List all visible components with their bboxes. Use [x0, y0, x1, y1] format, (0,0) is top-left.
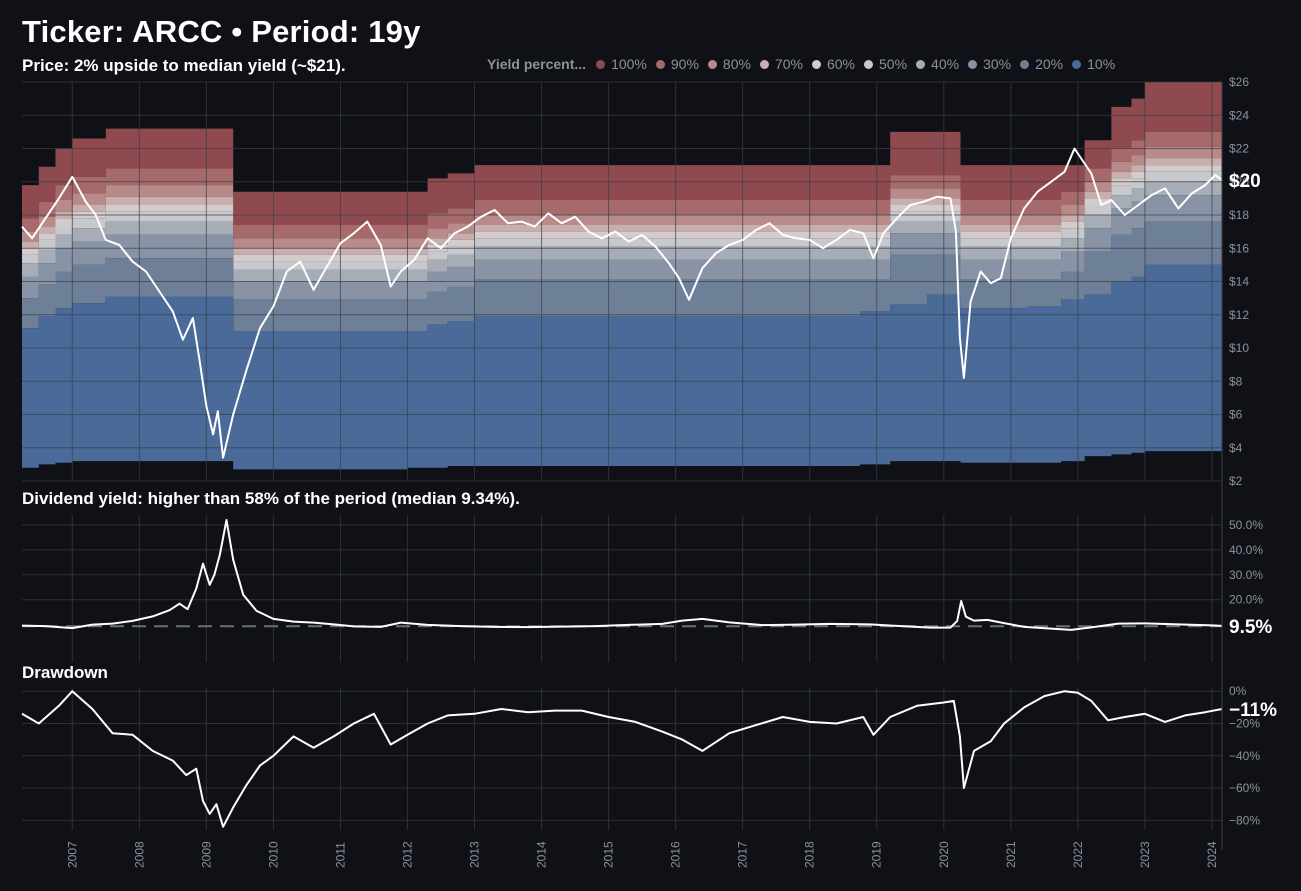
price-last-label: $20 [1229, 171, 1261, 192]
price-ytick-label: $8 [1229, 374, 1243, 388]
legend-item-90pct: 90% [655, 56, 699, 72]
legend-item-20pct: 20% [1020, 56, 1063, 72]
legend-label: 100% [611, 56, 647, 72]
legend-dot-icon [864, 59, 874, 69]
price-ytick-label: $20 [1229, 175, 1249, 189]
price-ytick-label: $14 [1229, 275, 1249, 289]
legend-item-70pct: 70% [759, 56, 803, 72]
legend-item-80pct: 80% [707, 56, 751, 72]
price-ytick-label: $22 [1229, 142, 1249, 156]
legend-label: 20% [1035, 56, 1064, 72]
price-ytick-label: $12 [1229, 308, 1249, 322]
x-tick-label-2024: 2024 [1205, 841, 1219, 868]
x-tick-label-2015: 2015 [602, 841, 616, 868]
yield-ytick-label: 50.0% [1229, 518, 1263, 532]
legend: Yield percent... 100% 90% 80% 70% 60% 50% 40% 3… [487, 54, 1227, 74]
legend-label: 80% [722, 56, 751, 72]
price-ytick-label: $26 [1229, 75, 1249, 89]
x-tick-label-2008: 2008 [132, 841, 146, 868]
x-tick-label-2019: 2019 [870, 841, 884, 868]
yield-ytick-label: 20.0% [1229, 593, 1263, 607]
legend-title: Yield percent... [487, 56, 587, 72]
dividend-yield-subtitle: Dividend yield: higher than 58% of the p… [22, 489, 520, 508]
x-tick-label-2016: 2016 [669, 841, 683, 868]
price-ytick-label: $16 [1229, 241, 1249, 255]
drawdown-ytick-label: −40% [1229, 749, 1260, 763]
legend-label: 30% [983, 56, 1012, 72]
yield-last-label: 9.5% [1229, 617, 1272, 638]
yield-band-30pct [22, 195, 1222, 300]
yield-ytick-label: 30.0% [1229, 568, 1263, 582]
legend-dot-icon [968, 59, 978, 69]
legend-label: 10% [1087, 56, 1116, 72]
x-tick-label-2023: 2023 [1138, 841, 1152, 868]
legend-dot-icon [916, 59, 926, 69]
x-tick-label-2020: 2020 [937, 841, 951, 868]
drawdown-ytick-label: 0% [1229, 684, 1247, 698]
legend-dot-icon [1020, 59, 1030, 69]
x-tick-label-2014: 2014 [535, 841, 549, 868]
drawdown-last-label: −11% [1229, 700, 1277, 721]
price-ytick-label: $2 [1229, 474, 1243, 488]
price-ytick-label: $4 [1229, 441, 1243, 455]
chart-title: Ticker: ARCC • Period: 19y [22, 14, 421, 49]
x-tick-label-2009: 2009 [199, 841, 213, 868]
x-tick-label-2021: 2021 [1004, 841, 1018, 868]
x-tick-label-2018: 2018 [803, 841, 817, 868]
yield-band-100pct [22, 82, 1222, 225]
drawdown-line [21, 690, 1223, 828]
x-tick-label-2022: 2022 [1071, 841, 1085, 868]
legend-label: 70% [774, 56, 803, 72]
legend-label: 50% [879, 56, 908, 72]
drawdown-ytick-label: −60% [1229, 781, 1260, 795]
legend-dot-icon [707, 59, 717, 69]
legend-label: 40% [931, 56, 960, 72]
x-tick-label-2010: 2010 [266, 841, 280, 868]
price-ytick-label: $6 [1229, 408, 1243, 422]
drawdown-subtitle: Drawdown [22, 663, 108, 682]
x-tick-label-2013: 2013 [468, 841, 482, 868]
x-tick-label-2011: 2011 [333, 842, 347, 868]
price-ytick-label: $18 [1229, 208, 1249, 222]
price-ytick-label: $24 [1229, 108, 1249, 122]
legend-item-30pct: 30% [968, 56, 1011, 72]
yield-ytick-label: 40.0% [1229, 543, 1263, 557]
legend-dot-icon [1072, 59, 1082, 69]
legend-dot-icon [811, 59, 821, 69]
legend-dot-icon [655, 59, 665, 69]
drawdown-ytick-label: −80% [1229, 813, 1260, 827]
legend-item-100pct: 100% [596, 56, 647, 72]
legend-dot-icon [759, 59, 769, 69]
x-tick-label-2017: 2017 [736, 841, 750, 868]
price-ytick-label: $10 [1229, 341, 1249, 355]
x-tick-label-2007: 2007 [65, 841, 79, 868]
drawdown-ytick-label: −20% [1229, 717, 1260, 731]
legend-item-60pct: 60% [811, 56, 856, 72]
price-subtitle: Price: 2% upside to median yield (~$21). [22, 56, 346, 75]
yield-band-20pct [22, 221, 1222, 332]
legend-label: 60% [826, 56, 856, 72]
x-tick-label-2012: 2012 [400, 841, 414, 868]
legend-item-40pct: 40% [916, 56, 959, 72]
legend-label: 90% [670, 56, 699, 72]
legend-dot-icon [596, 59, 606, 69]
legend-item-10pct: 10% [1072, 56, 1115, 72]
legend-item-50pct: 50% [864, 56, 907, 72]
yield-band-10pct [22, 264, 1222, 470]
price-line [21, 147, 1223, 459]
yield-line [21, 519, 1223, 631]
